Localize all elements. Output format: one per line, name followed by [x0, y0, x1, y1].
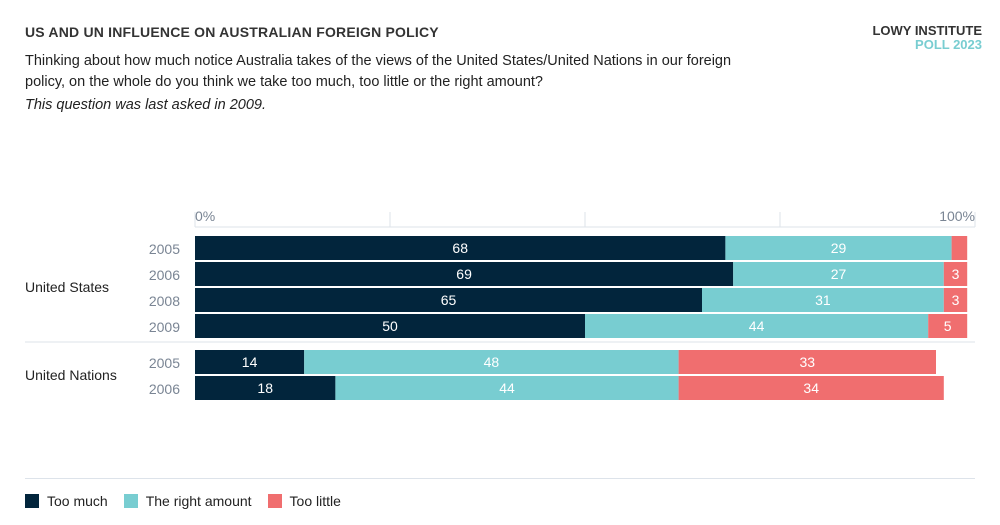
- bar-segment-too-much: [195, 376, 336, 400]
- year-label: 2006: [149, 381, 180, 397]
- tick-label: 100%: [939, 208, 975, 224]
- bar-segment-too-much: [195, 314, 585, 338]
- data-label: 33: [800, 354, 816, 370]
- year-label: 2005: [149, 355, 180, 371]
- data-label: 31: [815, 292, 831, 308]
- bar-segment-too-much: [195, 262, 734, 286]
- bar-segment-the-right-amount: [585, 314, 929, 338]
- data-label: 48: [484, 354, 500, 370]
- chart-title: US AND UN INFLUENCE ON AUSTRALIAN FOREIG…: [25, 24, 439, 40]
- question-text: Thinking about how much notice Australia…: [25, 53, 732, 90]
- bar-segment-the-right-amount: [733, 262, 944, 286]
- legend-swatch: [25, 494, 39, 508]
- data-label: 34: [803, 380, 819, 396]
- legend-item: Too much: [25, 493, 108, 509]
- data-label: 14: [242, 354, 258, 370]
- legend-label: Too much: [47, 493, 108, 509]
- bar-segment-the-right-amount: [725, 236, 952, 260]
- data-label: 69: [456, 266, 472, 282]
- legend-item: Too little: [267, 493, 341, 509]
- group-label: United States: [25, 279, 109, 295]
- data-label: 18: [257, 380, 273, 396]
- data-label: 68: [452, 240, 468, 256]
- brand-logo: LOWY INSTITUTE POLL 2023: [872, 24, 982, 52]
- bar-segment-too-much: [195, 236, 726, 260]
- year-label: 2009: [149, 319, 180, 335]
- group-label: United Nations: [25, 367, 117, 383]
- bar-segment-the-right-amount: [702, 288, 944, 312]
- legend-label: Too little: [289, 493, 341, 509]
- brand-line1: LOWY INSTITUTE: [872, 23, 982, 38]
- bar-segment-too-little: [943, 288, 968, 312]
- data-label: 29: [831, 240, 847, 256]
- data-label: 3: [952, 266, 960, 282]
- year-label: 2006: [149, 267, 180, 283]
- year-label: 2005: [149, 241, 180, 257]
- year-label: 2008: [149, 293, 180, 309]
- brand-line2: POLL 2023: [915, 37, 982, 52]
- bar-segment-the-right-amount: [304, 350, 679, 374]
- bar-chart: 0% 100% 2005 68 29 2006 69 27 3 2008 65 31 3 2009 50 44…: [25, 208, 976, 400]
- note-text: This question was last asked in 2009.: [25, 97, 266, 113]
- bar-segment-the-right-amount: [335, 376, 679, 400]
- data-label: 44: [749, 318, 765, 334]
- legend-divider: [25, 478, 975, 479]
- legend-item: The right amount: [123, 493, 252, 509]
- tick-label: 0%: [195, 208, 215, 224]
- bar-segment-too-little: [951, 236, 968, 260]
- legend-label: The right amount: [145, 493, 252, 509]
- legend-swatch: [267, 494, 282, 508]
- data-label: 27: [831, 266, 847, 282]
- bar-segment-too-little: [928, 314, 968, 338]
- bar-segment-too-little: [678, 350, 936, 374]
- bar-segment-too-much: [195, 350, 305, 374]
- data-label: 65: [441, 292, 457, 308]
- data-label: 3: [952, 292, 960, 308]
- legend-swatch: [123, 494, 138, 508]
- legend: Too much The right amount Too little: [25, 493, 341, 509]
- data-label: 5: [944, 318, 952, 334]
- bar-segment-too-little: [943, 262, 968, 286]
- data-label: 50: [382, 318, 398, 334]
- bar-segment-too-little: [678, 376, 944, 400]
- bar-segment-too-much: [195, 288, 702, 312]
- data-label: 44: [499, 380, 515, 396]
